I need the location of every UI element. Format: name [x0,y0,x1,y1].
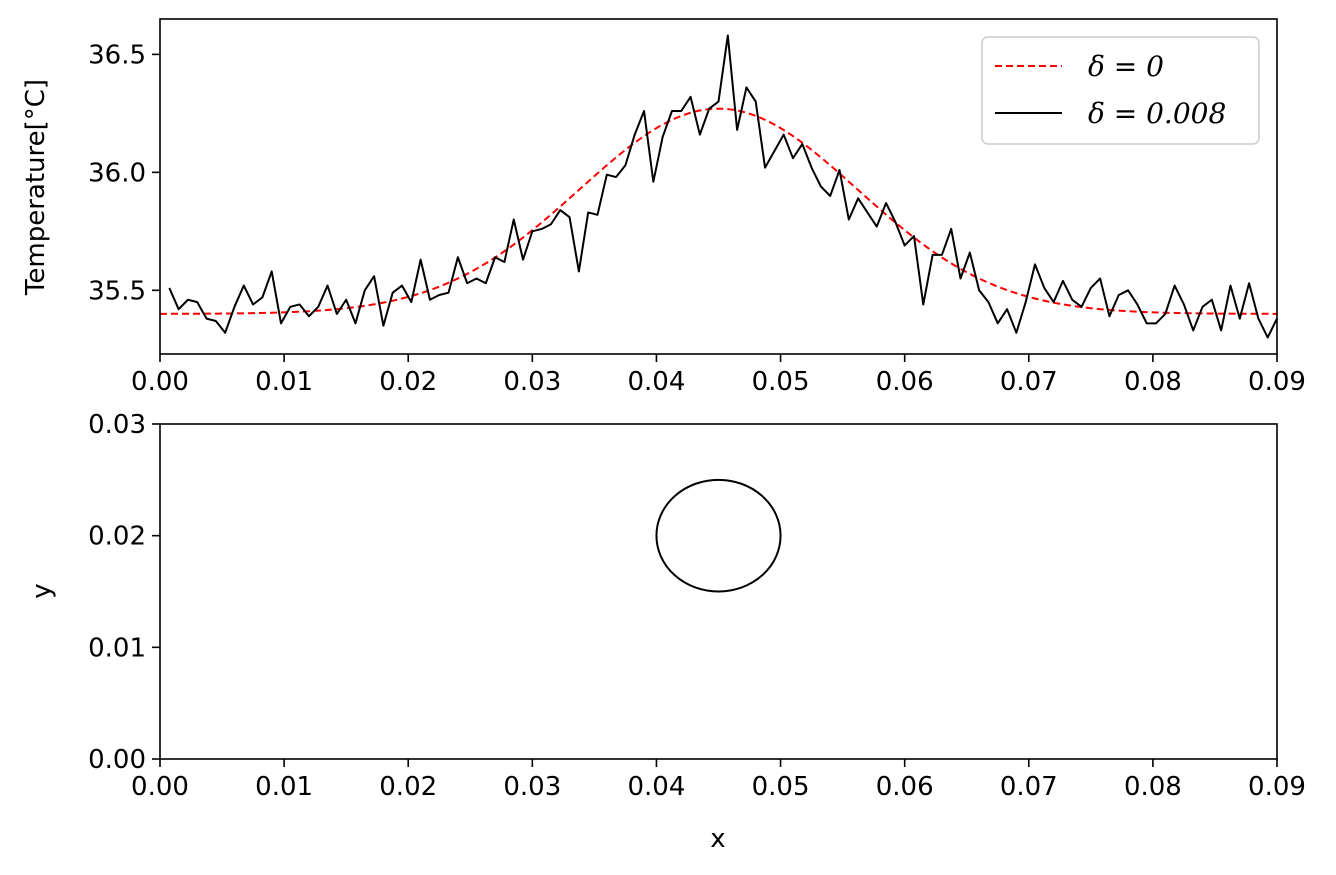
x-axis-label: x [710,824,725,854]
geometry-plot-frame [159,423,1278,760]
x-tick-label: 0.06 [876,367,934,397]
series-layer [159,34,1278,339]
y-tick-label: 36.0 [88,158,146,188]
x-tick-label: 0.09 [1248,367,1306,397]
y-axis-label: y [27,583,57,598]
legend-box [981,36,1260,145]
x-axis-ticks: 0.00 0.01 0.02 0.03 0.04 0.05 0.06 0.07 0.08 0.09 [131,759,1306,802]
x-axis-ticks: 0.00 0.01 0.02 0.03 0.04 0.05 0.06 0.07 0.08 0.09 [131,354,1306,397]
x-tick-label: 0.03 [503,367,561,397]
x-tick-label: 0.07 [1000,772,1058,802]
circle-boundary [655,478,782,593]
x-tick-label: 0.02 [379,772,437,802]
y-tick-label: 0.02 [88,522,146,552]
x-tick-label: 0.00 [131,772,189,802]
y-axis-ticks: 0.00 0.01 0.02 0.03 [88,410,160,775]
legend: δ = 0 δ = 0.008 [981,36,1260,145]
x-tick-label: 0.07 [1000,367,1058,397]
x-tick-label: 0.03 [503,772,561,802]
x-tick-label: 0.05 [752,367,810,397]
x-tick-label: 0.06 [876,772,934,802]
x-tick-label: 0.09 [1248,772,1306,802]
temperature-plot: 0.00 0.01 0.02 0.03 0.04 0.05 0.06 0.07 0.08 0.09… [21,18,1306,397]
x-tick-label: 0.04 [627,367,685,397]
x-tick-label: 0.01 [255,367,313,397]
x-tick-label: 0.08 [1124,772,1182,802]
y-tick-label: 35.5 [88,276,146,306]
x-tick-label: 0.02 [379,367,437,397]
y-tick-label: 36.5 [88,40,146,70]
legend-label-delta-0008: δ = 0.008 [1088,97,1226,130]
y-tick-label: 0.00 [88,745,146,775]
y-axis-label: Temperature[°C] [21,79,51,296]
x-tick-label: 0.00 [131,367,189,397]
x-tick-label: 0.05 [752,772,810,802]
geometry-plot: 0.00 0.01 0.02 0.03 0.04 0.05 0.06 0.07 0.08 0.09… [27,410,1306,854]
y-tick-label: 0.01 [88,633,146,663]
shape-layer [655,478,782,593]
x-tick-label: 0.04 [627,772,685,802]
x-tick-label: 0.01 [255,772,313,802]
y-tick-label: 0.03 [88,410,146,440]
series-line-delta-0 [159,107,1278,315]
legend-label-delta-0: δ = 0 [1088,50,1164,83]
series-line-delta-0008 [168,34,1278,339]
temperature-plot-frame [159,18,1278,355]
y-axis-ticks: 35.5 36.0 36.5 [88,40,160,306]
x-tick-label: 0.08 [1124,367,1182,397]
